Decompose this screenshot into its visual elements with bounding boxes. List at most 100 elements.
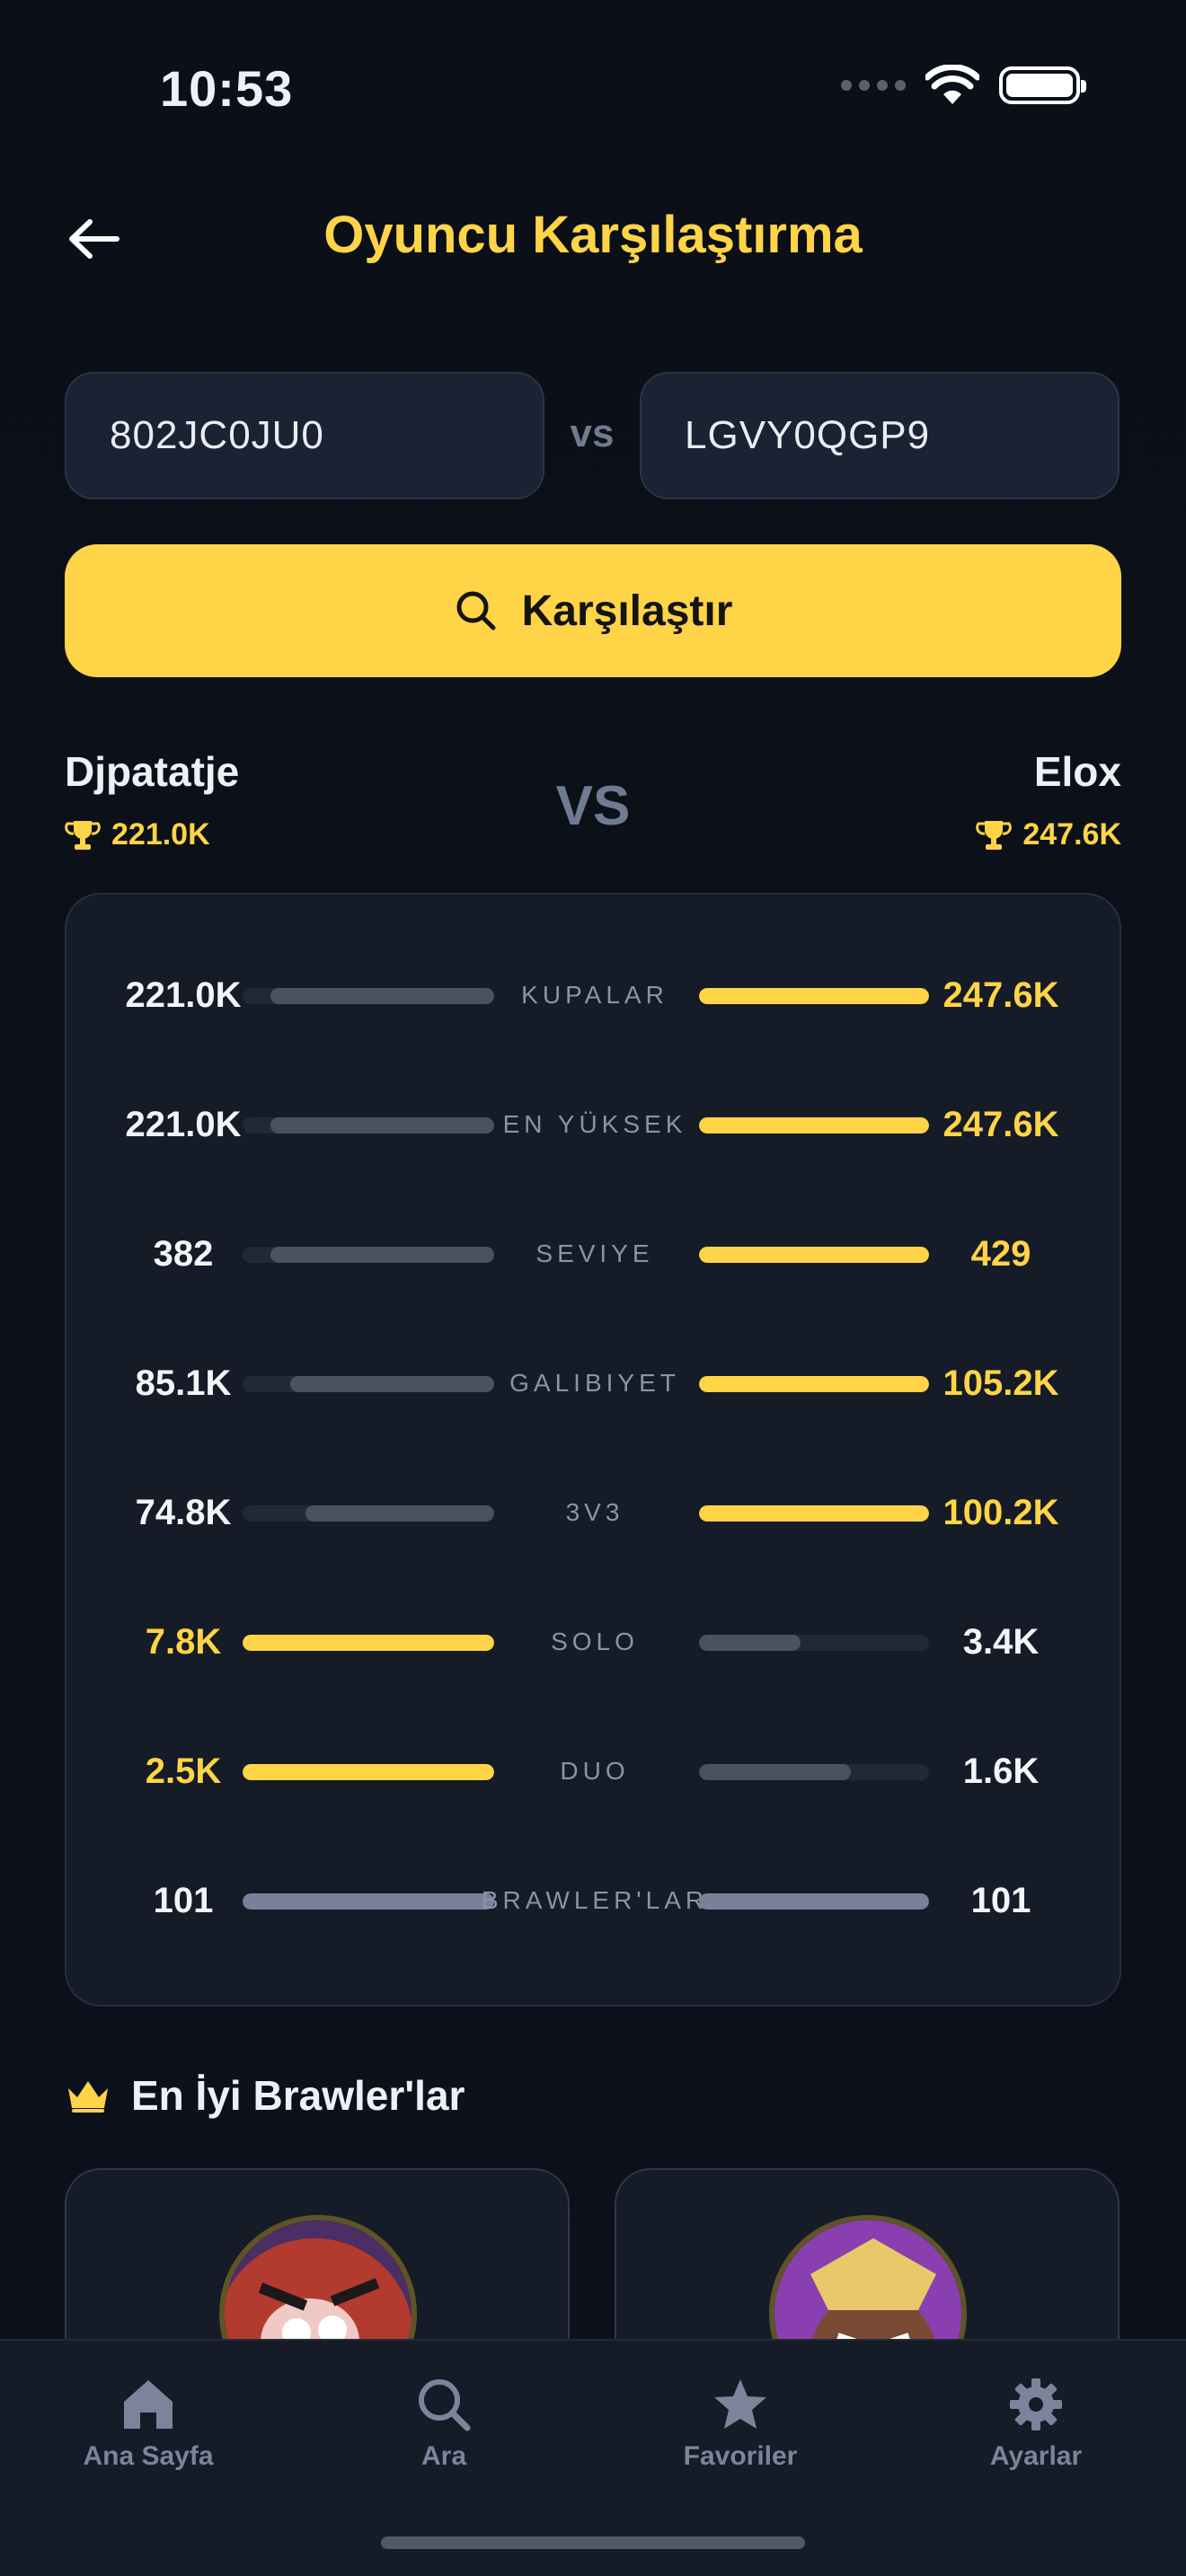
stat-right-bar — [699, 1505, 929, 1522]
stat-row: 7.8K SOLO 3.4K — [66, 1606, 1120, 1678]
arrow-left-icon — [69, 219, 119, 259]
stats-comparison-card: 221.0K KUPALAR 247.6K 221.0K EN YÜKSEK 247.6K… — [65, 893, 1121, 2007]
stat-left-bar — [243, 1893, 494, 1910]
stat-right-value: 1.6K — [962, 1751, 1040, 1791]
nav-item-settings[interactable]: Ayarlar — [946, 2377, 1126, 2472]
stat-right-bar — [699, 988, 929, 1004]
trophy-icon — [65, 820, 101, 850]
stat-row: 221.0K KUPALAR 247.6K — [66, 959, 1120, 1031]
stat-right-value: 100.2K — [943, 1493, 1059, 1532]
home-icon — [124, 2380, 173, 2429]
stat-label: DUO — [560, 1757, 630, 1785]
nav-label: Ayarlar — [989, 2441, 1083, 2471]
stat-label: BRAWLER'LAR — [481, 1886, 709, 1914]
stat-right-value: 105.2K — [943, 1363, 1059, 1403]
stat-row: 85.1K GALIBIYET 105.2K — [66, 1347, 1120, 1419]
stat-right-bar — [699, 1247, 929, 1263]
stat-label: 3V3 — [565, 1498, 624, 1526]
stat-right-bar — [699, 1635, 929, 1651]
stat-right-bar — [699, 1117, 929, 1134]
player1-trophies: 221.0K — [65, 817, 210, 852]
stat-row: 382 SEVIYE 429 — [66, 1218, 1120, 1290]
player2-trophies: 247.6K — [976, 817, 1121, 852]
player2-name: Elox — [1033, 748, 1121, 795]
player1-tag-input[interactable] — [65, 372, 544, 499]
vs-label: vs — [570, 411, 615, 455]
stat-right-value: 429 — [970, 1234, 1031, 1274]
stat-left-value: 101 — [153, 1881, 214, 1920]
stat-right-value: 247.6K — [943, 1105, 1059, 1144]
player2-tag-input[interactable] — [640, 372, 1120, 499]
best-brawlers-title: En İyi Brawler'lar — [131, 2072, 465, 2119]
stat-right-bar — [699, 1893, 929, 1910]
star-icon — [714, 2379, 766, 2429]
nav-item-home[interactable]: Ana Sayfa — [58, 2377, 238, 2472]
gear-icon — [1010, 2378, 1062, 2430]
stat-row: 74.8K 3V3 100.2K — [66, 1477, 1120, 1548]
player1-trophies-value: 221.0K — [111, 817, 210, 851]
stat-left-bar — [243, 1764, 494, 1780]
nav-item-search[interactable]: Ara — [354, 2377, 534, 2472]
stat-right-bar — [699, 1376, 929, 1392]
back-button[interactable] — [58, 203, 129, 275]
stat-label: EN YÜKSEK — [502, 1110, 687, 1138]
stat-left-bar — [243, 1117, 494, 1134]
stat-left-bar — [243, 1247, 494, 1263]
stat-left-value: 7.8K — [145, 1622, 222, 1662]
stat-left-bar-fill — [305, 1505, 494, 1522]
stat-left-bar — [243, 1505, 494, 1522]
stat-right-bar-fill — [699, 1247, 929, 1263]
stat-left-value: 221.0K — [125, 975, 242, 1015]
page-title: Oyuncu Karşılaştırma — [323, 206, 863, 264]
stat-left-bar — [243, 988, 494, 1004]
battery-icon — [999, 66, 1086, 104]
status-icons — [841, 65, 1086, 106]
stat-right-bar-fill — [699, 1505, 929, 1522]
stat-right-bar-fill — [699, 988, 929, 1004]
stat-left-bar-fill — [270, 1247, 494, 1263]
trophy-icon — [976, 820, 1013, 850]
stat-label: KUPALAR — [521, 981, 668, 1009]
player1-name: Djpatatje — [65, 748, 240, 795]
search-icon — [456, 591, 496, 631]
compare-button-label: Karşılaştır — [521, 587, 733, 635]
stat-left-bar — [243, 1376, 494, 1392]
stat-right-value: 3.4K — [962, 1622, 1040, 1662]
crown-icon — [68, 2081, 108, 2113]
stat-left-bar-fill — [270, 1117, 494, 1134]
stat-row: 2.5K DUO 1.6K — [66, 1735, 1120, 1807]
stat-left-value: 382 — [153, 1234, 214, 1274]
stat-right-bar-fill — [699, 1764, 851, 1780]
stat-right-bar-fill — [699, 1893, 929, 1910]
stat-left-value: 85.1K — [135, 1363, 232, 1403]
stat-label: SEVIYE — [535, 1239, 654, 1267]
vs-divider: VS — [555, 775, 631, 837]
stat-left-bar-fill — [290, 1376, 494, 1392]
stat-label: GALIBIYET — [509, 1369, 680, 1397]
status-time: 10:53 — [160, 60, 294, 117]
stat-row: 101 BRAWLER'LAR 101 — [66, 1865, 1120, 1936]
stat-right-value: 101 — [970, 1881, 1031, 1920]
stat-left-bar-fill — [243, 1893, 494, 1910]
nav-label: Ara — [420, 2441, 467, 2471]
stat-left-bar-fill — [270, 988, 494, 1004]
best-brawlers-heading: En İyi Brawler'lar — [65, 2071, 465, 2120]
nav-item-favorites[interactable]: Favoriler — [651, 2377, 830, 2472]
stat-row: 221.0K EN YÜKSEK 247.6K — [66, 1089, 1120, 1160]
stat-right-bar-fill — [699, 1376, 929, 1392]
stat-label: SOLO — [551, 1628, 639, 1655]
home-indicator[interactable] — [381, 2536, 805, 2549]
stat-left-bar — [243, 1635, 494, 1651]
wifi-icon — [925, 65, 979, 104]
signal-icon — [841, 80, 906, 91]
player2-trophies-value: 247.6K — [1022, 817, 1121, 851]
nav-label: Favoriler — [683, 2441, 798, 2471]
stat-right-bar-fill — [699, 1117, 929, 1134]
stat-left-bar-fill — [243, 1635, 494, 1651]
stat-left-value: 74.8K — [135, 1493, 232, 1532]
search-icon — [419, 2379, 471, 2431]
stat-right-value: 247.6K — [943, 975, 1059, 1015]
stat-left-bar-fill — [243, 1764, 494, 1780]
compare-button[interactable]: Karşılaştır — [65, 544, 1121, 677]
